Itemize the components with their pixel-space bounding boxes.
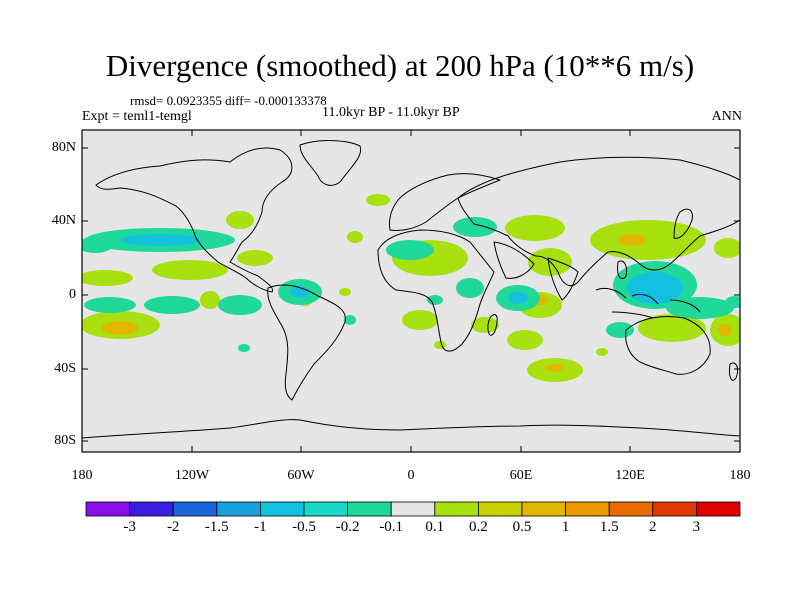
colorbar-label: -1	[254, 519, 267, 535]
colorbar-label: 2	[649, 519, 657, 535]
axis-ticks	[82, 130, 740, 452]
colorbar-box	[565, 501, 610, 517]
colorbar-label: -0.1	[379, 519, 404, 535]
colorbar-label: -2	[166, 519, 180, 535]
colorbar-box	[259, 501, 305, 517]
colorbar-label: 0.1	[425, 519, 445, 535]
colorbar-box	[390, 501, 436, 517]
lat-tick-40s: 40S	[54, 361, 76, 376]
colorbar-label: 0.5	[512, 519, 532, 535]
colorbar-box	[477, 501, 523, 517]
lon-tick-180e: 180	[729, 468, 751, 483]
lat-tick-80n: 80N	[51, 140, 76, 155]
colorbar-box	[303, 501, 348, 517]
lon-tick-60e: 60E	[509, 468, 533, 483]
colorbar	[85, 501, 741, 517]
experiment-label: Expt = teml1-temgl	[82, 109, 192, 124]
plot-title: Divergence (smoothed) at 200 hPa (10**6 …	[105, 48, 695, 83]
colorbar-label: -0.5	[292, 519, 316, 535]
lon-tick-60w: 60W	[287, 468, 315, 483]
lat-tick-40n: 40N	[51, 213, 76, 228]
colorbar-box	[696, 501, 741, 517]
colorbar-box	[608, 501, 654, 517]
colorbar-box	[172, 501, 218, 517]
lon-tick-180w: 180	[71, 468, 93, 483]
colorbar-label: -1.5	[204, 519, 229, 535]
colorbar-box	[521, 501, 566, 517]
lat-tick-0: 0	[69, 287, 76, 302]
colorbar-label: 1.5	[599, 519, 619, 535]
stats-label: rmsd= 0.0923355 diff= -0.000133378	[130, 93, 327, 108]
season-label: ANN	[711, 109, 742, 124]
colorbar-box	[85, 501, 130, 517]
colorbar-box	[652, 501, 697, 517]
colorbar-box	[434, 501, 479, 517]
colorbar-box	[347, 501, 392, 517]
colorbar-label: 1	[561, 519, 570, 535]
lon-tick-0: 0	[407, 468, 415, 483]
colorbar-label: -3	[123, 519, 136, 535]
colorbar-box	[129, 501, 174, 517]
period-label: 11.0kyr BP - 11.0kyr BP	[322, 105, 460, 120]
colorbar-label: 3	[692, 519, 701, 535]
lat-tick-80s: 80S	[54, 433, 76, 448]
colorbar-label: 0.2	[469, 519, 488, 535]
coastlines	[82, 140, 740, 439]
divergence-field	[82, 194, 740, 382]
lon-tick-120e: 120E	[615, 468, 645, 483]
lon-tick-120w: 120W	[174, 468, 210, 483]
colorbar-box	[216, 501, 261, 517]
colorbar-label: -0.2	[335, 519, 360, 535]
